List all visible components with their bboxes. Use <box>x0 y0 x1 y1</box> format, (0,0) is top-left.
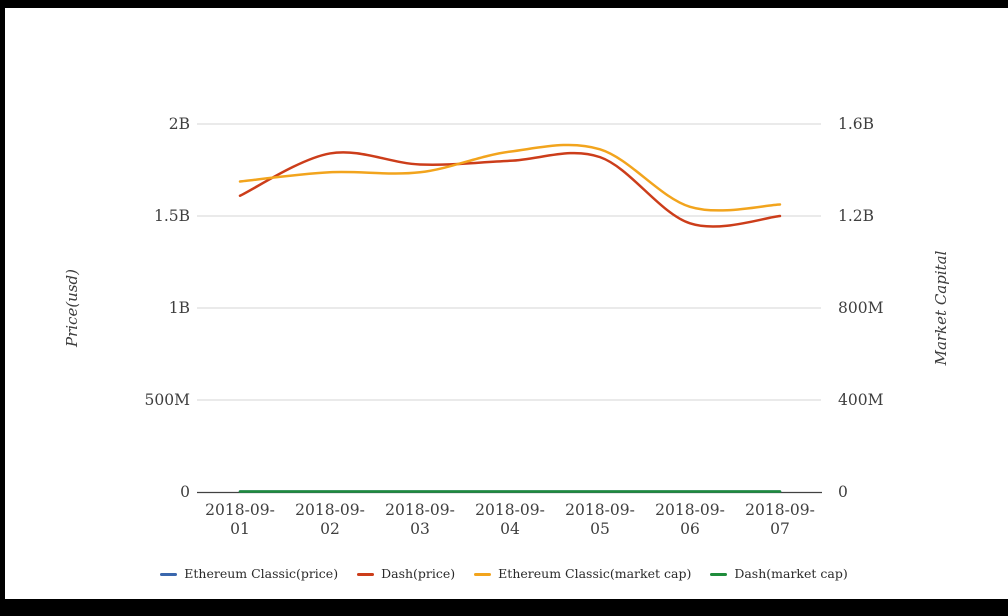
left-axis-tick: 1B <box>168 299 190 317</box>
left-axis-title: Price(usd) <box>63 268 81 348</box>
legend-item[interactable]: Dash(market cap) <box>710 566 848 581</box>
legend-label: Ethereum Classic(market cap) <box>498 566 692 581</box>
series-line-ethereum-classic-market-cap <box>238 143 782 212</box>
x-axis-tick: 2018-09- 02 <box>295 501 365 538</box>
chart-legend: Ethereum Classic(price) Dash(price) Ethere… <box>0 564 1008 584</box>
x-axis-tick: 2018-09- 01 <box>205 501 275 538</box>
legend-item[interactable]: Ethereum Classic(market cap) <box>474 567 691 581</box>
legend-swatch <box>710 573 728 576</box>
left-axis-tick: 500M <box>144 391 190 409</box>
legend-label: Dash(market cap) <box>734 566 848 581</box>
x-axis-tick: 2018-09- 07 <box>745 501 815 538</box>
x-axis-tick: 2018-09- 04 <box>475 501 545 538</box>
left-axis-tick: 2B <box>168 115 190 133</box>
legend-item[interactable]: Ethereum Classic(price) <box>160 567 338 581</box>
left-axis-tick: 0 <box>180 483 190 501</box>
legend-swatch <box>357 573 375 576</box>
legend-label: Dash(price) <box>381 566 456 581</box>
legend-label: Ethereum Classic(price) <box>184 566 339 581</box>
left-axis-tick: 1.5B <box>153 207 190 225</box>
x-axis-tick: 2018-09- 06 <box>655 501 725 538</box>
x-axis-tick: 2018-09- 03 <box>385 501 455 538</box>
right-axis-tick: 800M <box>838 299 884 317</box>
legend-item[interactable]: Dash(price) <box>357 567 455 581</box>
right-axis-tick: 0 <box>838 483 848 501</box>
legend-swatch <box>160 573 178 576</box>
right-axis-tick: 1.2B <box>838 207 875 225</box>
x-axis-tick: 2018-09- 05 <box>565 501 635 538</box>
right-axis-tick: 400M <box>838 391 884 409</box>
series-line-dash-price <box>238 151 782 228</box>
right-axis-title: Market Capital <box>932 250 950 366</box>
legend-swatch <box>474 573 492 576</box>
right-axis-tick: 1.6B <box>838 115 875 133</box>
